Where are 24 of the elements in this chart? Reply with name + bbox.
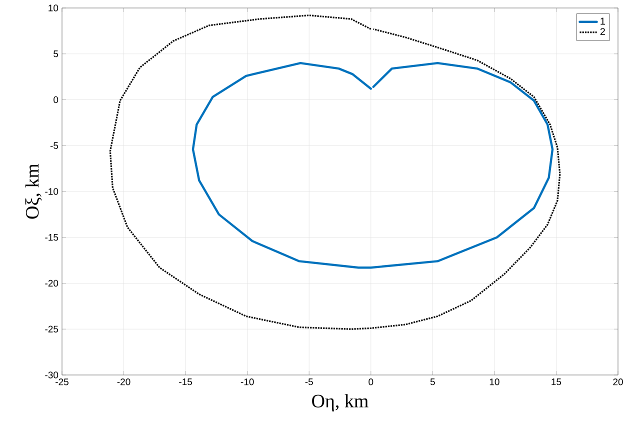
y-tick-label: 10: [48, 4, 58, 12]
x-tick-label: 0: [368, 378, 374, 386]
y-tick-label: 5: [54, 50, 58, 58]
y-tick-label: -30: [45, 372, 58, 378]
x-tick-label: 10: [490, 378, 500, 386]
y-axis-title: Oξ, km: [25, 164, 42, 219]
x-tick-label: 5: [430, 378, 435, 386]
x-tick-label: -15: [179, 378, 192, 386]
x-tick-label: -10: [240, 378, 254, 386]
y-tick-label: -10: [45, 188, 58, 195]
y-tick-label: -25: [45, 326, 58, 332]
y-tick-label: 0: [54, 96, 58, 104]
y-tick-label: -5: [50, 142, 58, 149]
x-tick-label: 20: [613, 378, 623, 386]
y-tick-label: -15: [45, 234, 58, 241]
x-tick-label: -5: [305, 378, 313, 386]
line-series: [109, 14, 561, 330]
legend-label: 1: [600, 18, 605, 25]
x-axis-title: Oη, km: [312, 394, 368, 412]
legend-label: 2: [600, 28, 605, 36]
line-series: [192, 62, 554, 269]
x-tick-label: -20: [117, 378, 130, 386]
y-tick-label: -20: [45, 280, 58, 287]
x-tick-label: 15: [552, 378, 562, 386]
